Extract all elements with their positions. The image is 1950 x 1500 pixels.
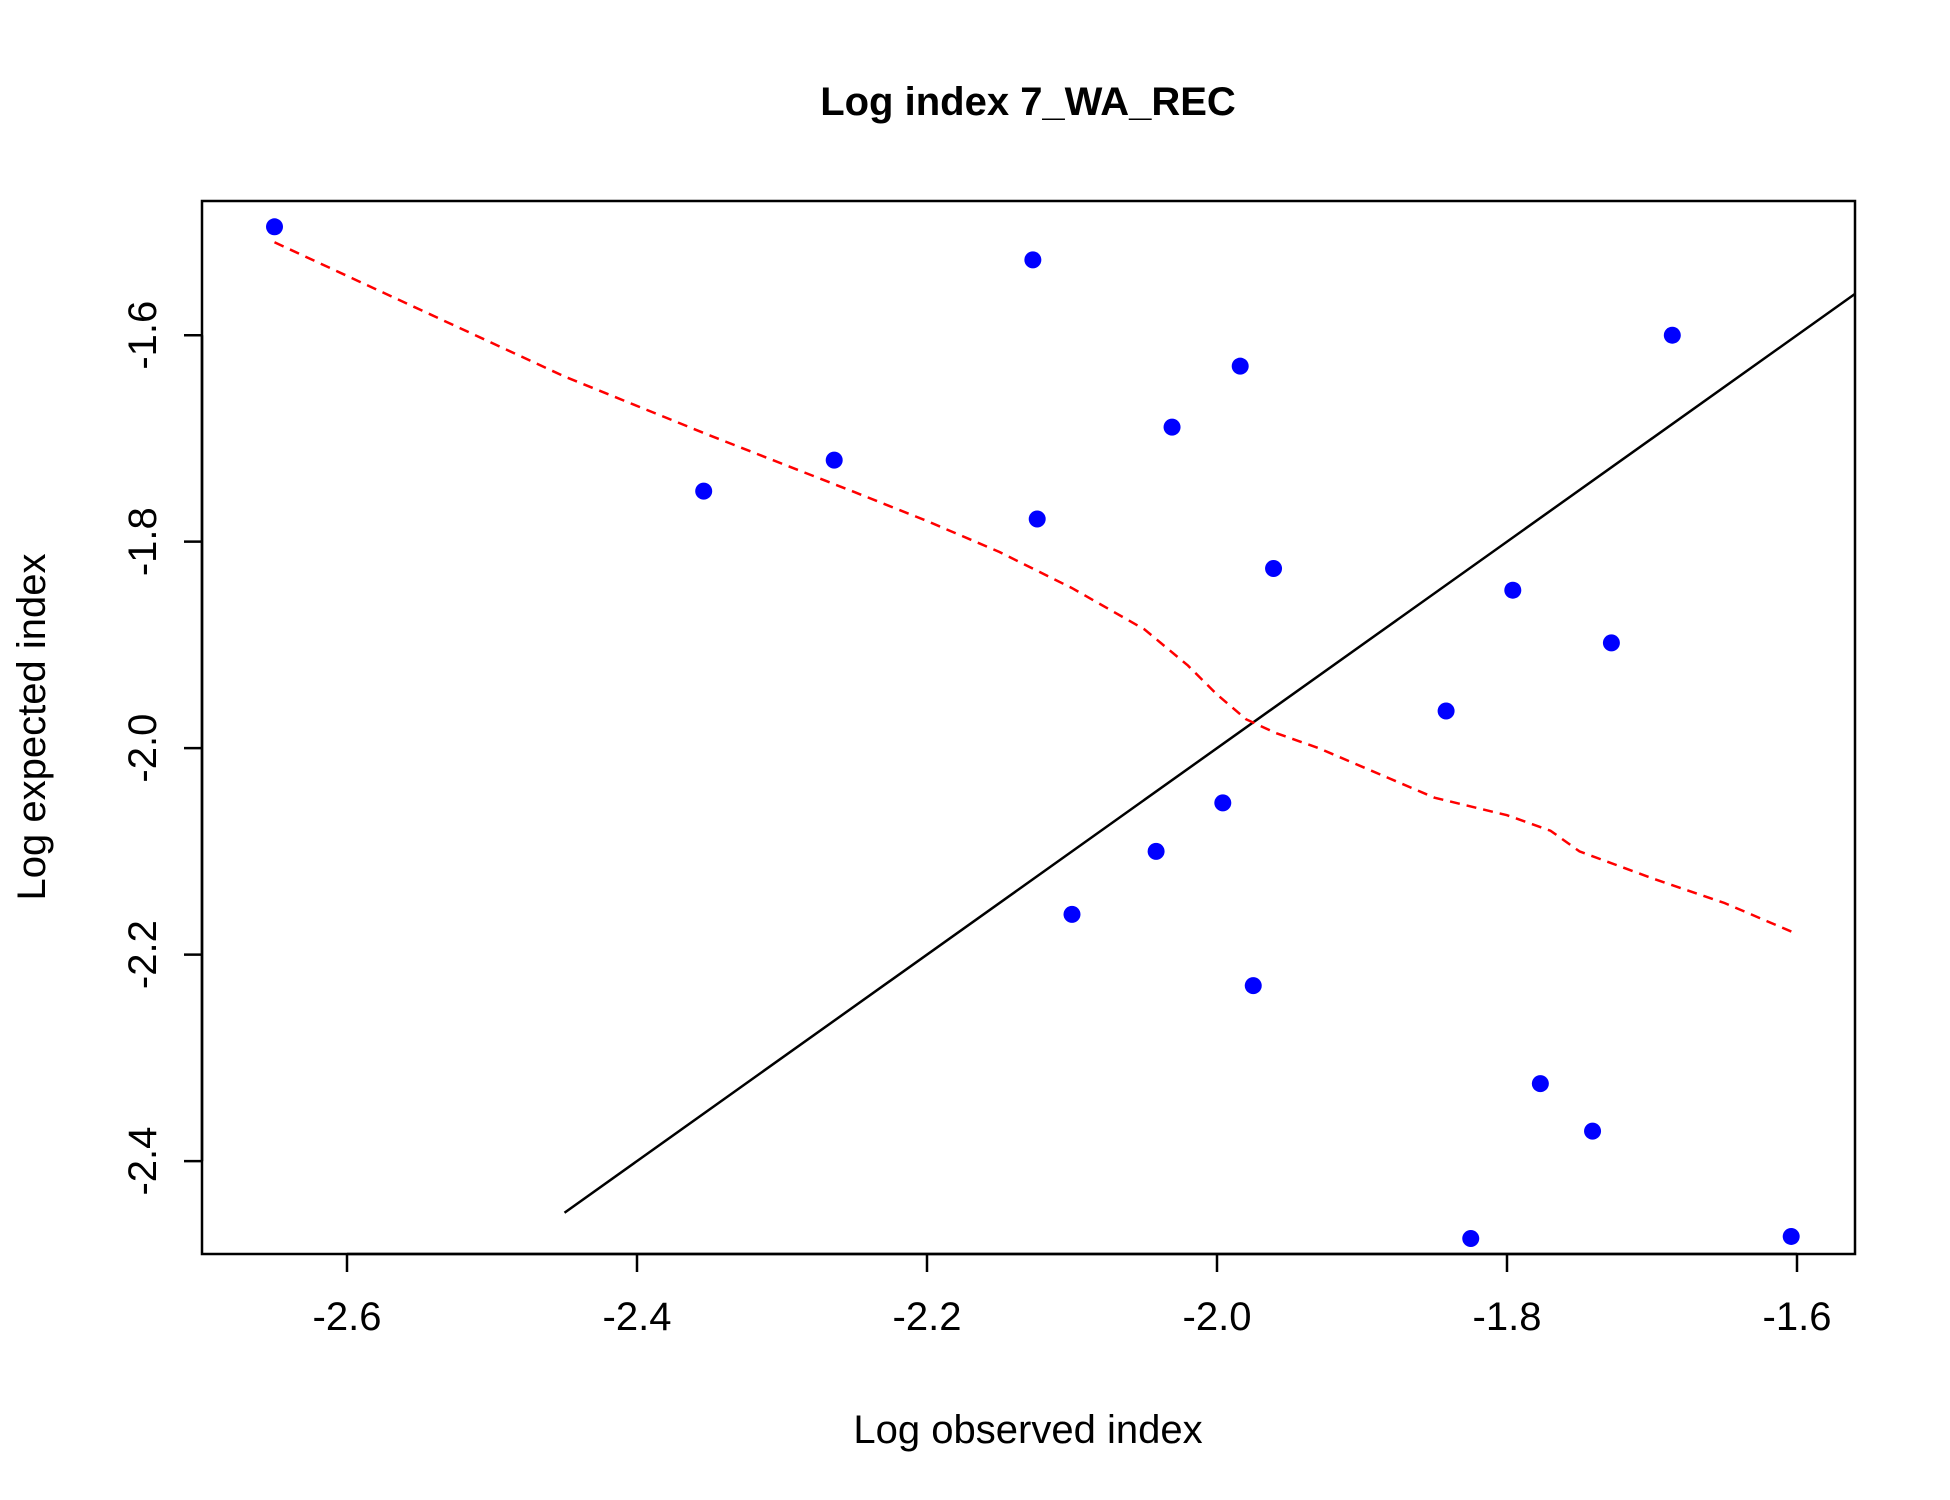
y-axis-label: Log expected index <box>10 554 54 901</box>
data-point <box>1214 794 1232 812</box>
data-point <box>1244 977 1262 995</box>
data-point <box>1504 581 1522 599</box>
x-tick-label: -2.0 <box>1183 1295 1252 1339</box>
data-point <box>1163 418 1181 436</box>
data-point <box>1782 1227 1800 1245</box>
smooth-trend-line <box>273 241 1798 936</box>
data-point <box>1531 1075 1549 1093</box>
x-tick-label: -2.2 <box>893 1295 962 1339</box>
data-point <box>1028 510 1046 528</box>
x-tick-label: -2.6 <box>313 1295 382 1339</box>
data-point <box>695 482 713 500</box>
y-tick-label: -1.6 <box>121 301 165 370</box>
reference-line <box>563 292 1856 1214</box>
y-tick-label: -2.2 <box>121 920 165 989</box>
data-point <box>1663 326 1681 344</box>
chart-title: Log index 7_WA_REC <box>820 80 1236 124</box>
data-point <box>1437 702 1455 720</box>
data-point <box>1462 1230 1480 1248</box>
y-tick-label: -2.4 <box>121 1127 165 1196</box>
data-point <box>266 218 283 236</box>
data-point <box>1265 560 1283 578</box>
data-point <box>1602 634 1620 652</box>
data-point <box>825 451 843 469</box>
x-tick-label: -2.4 <box>603 1295 672 1339</box>
data-point <box>1147 842 1165 860</box>
x-tick-label: -1.6 <box>1763 1295 1832 1339</box>
data-point <box>1063 905 1081 923</box>
x-axis-label: Log observed index <box>853 1408 1202 1452</box>
x-tick-label: -1.8 <box>1473 1295 1542 1339</box>
data-point <box>1584 1122 1602 1140</box>
data-point <box>1231 357 1249 375</box>
series-layer <box>266 218 1856 1248</box>
y-axis: -2.4 -2.2 -2.0 -1.8 -1.6 <box>121 301 204 1196</box>
x-axis: -2.6 -2.4 -2.2 -2.0 -1.8 -1.6 <box>313 1252 1832 1339</box>
plot-frame <box>200 199 1857 1256</box>
y-tick-label: -1.8 <box>121 507 165 576</box>
y-tick-label: -2.0 <box>121 714 165 783</box>
data-point <box>1024 251 1042 269</box>
